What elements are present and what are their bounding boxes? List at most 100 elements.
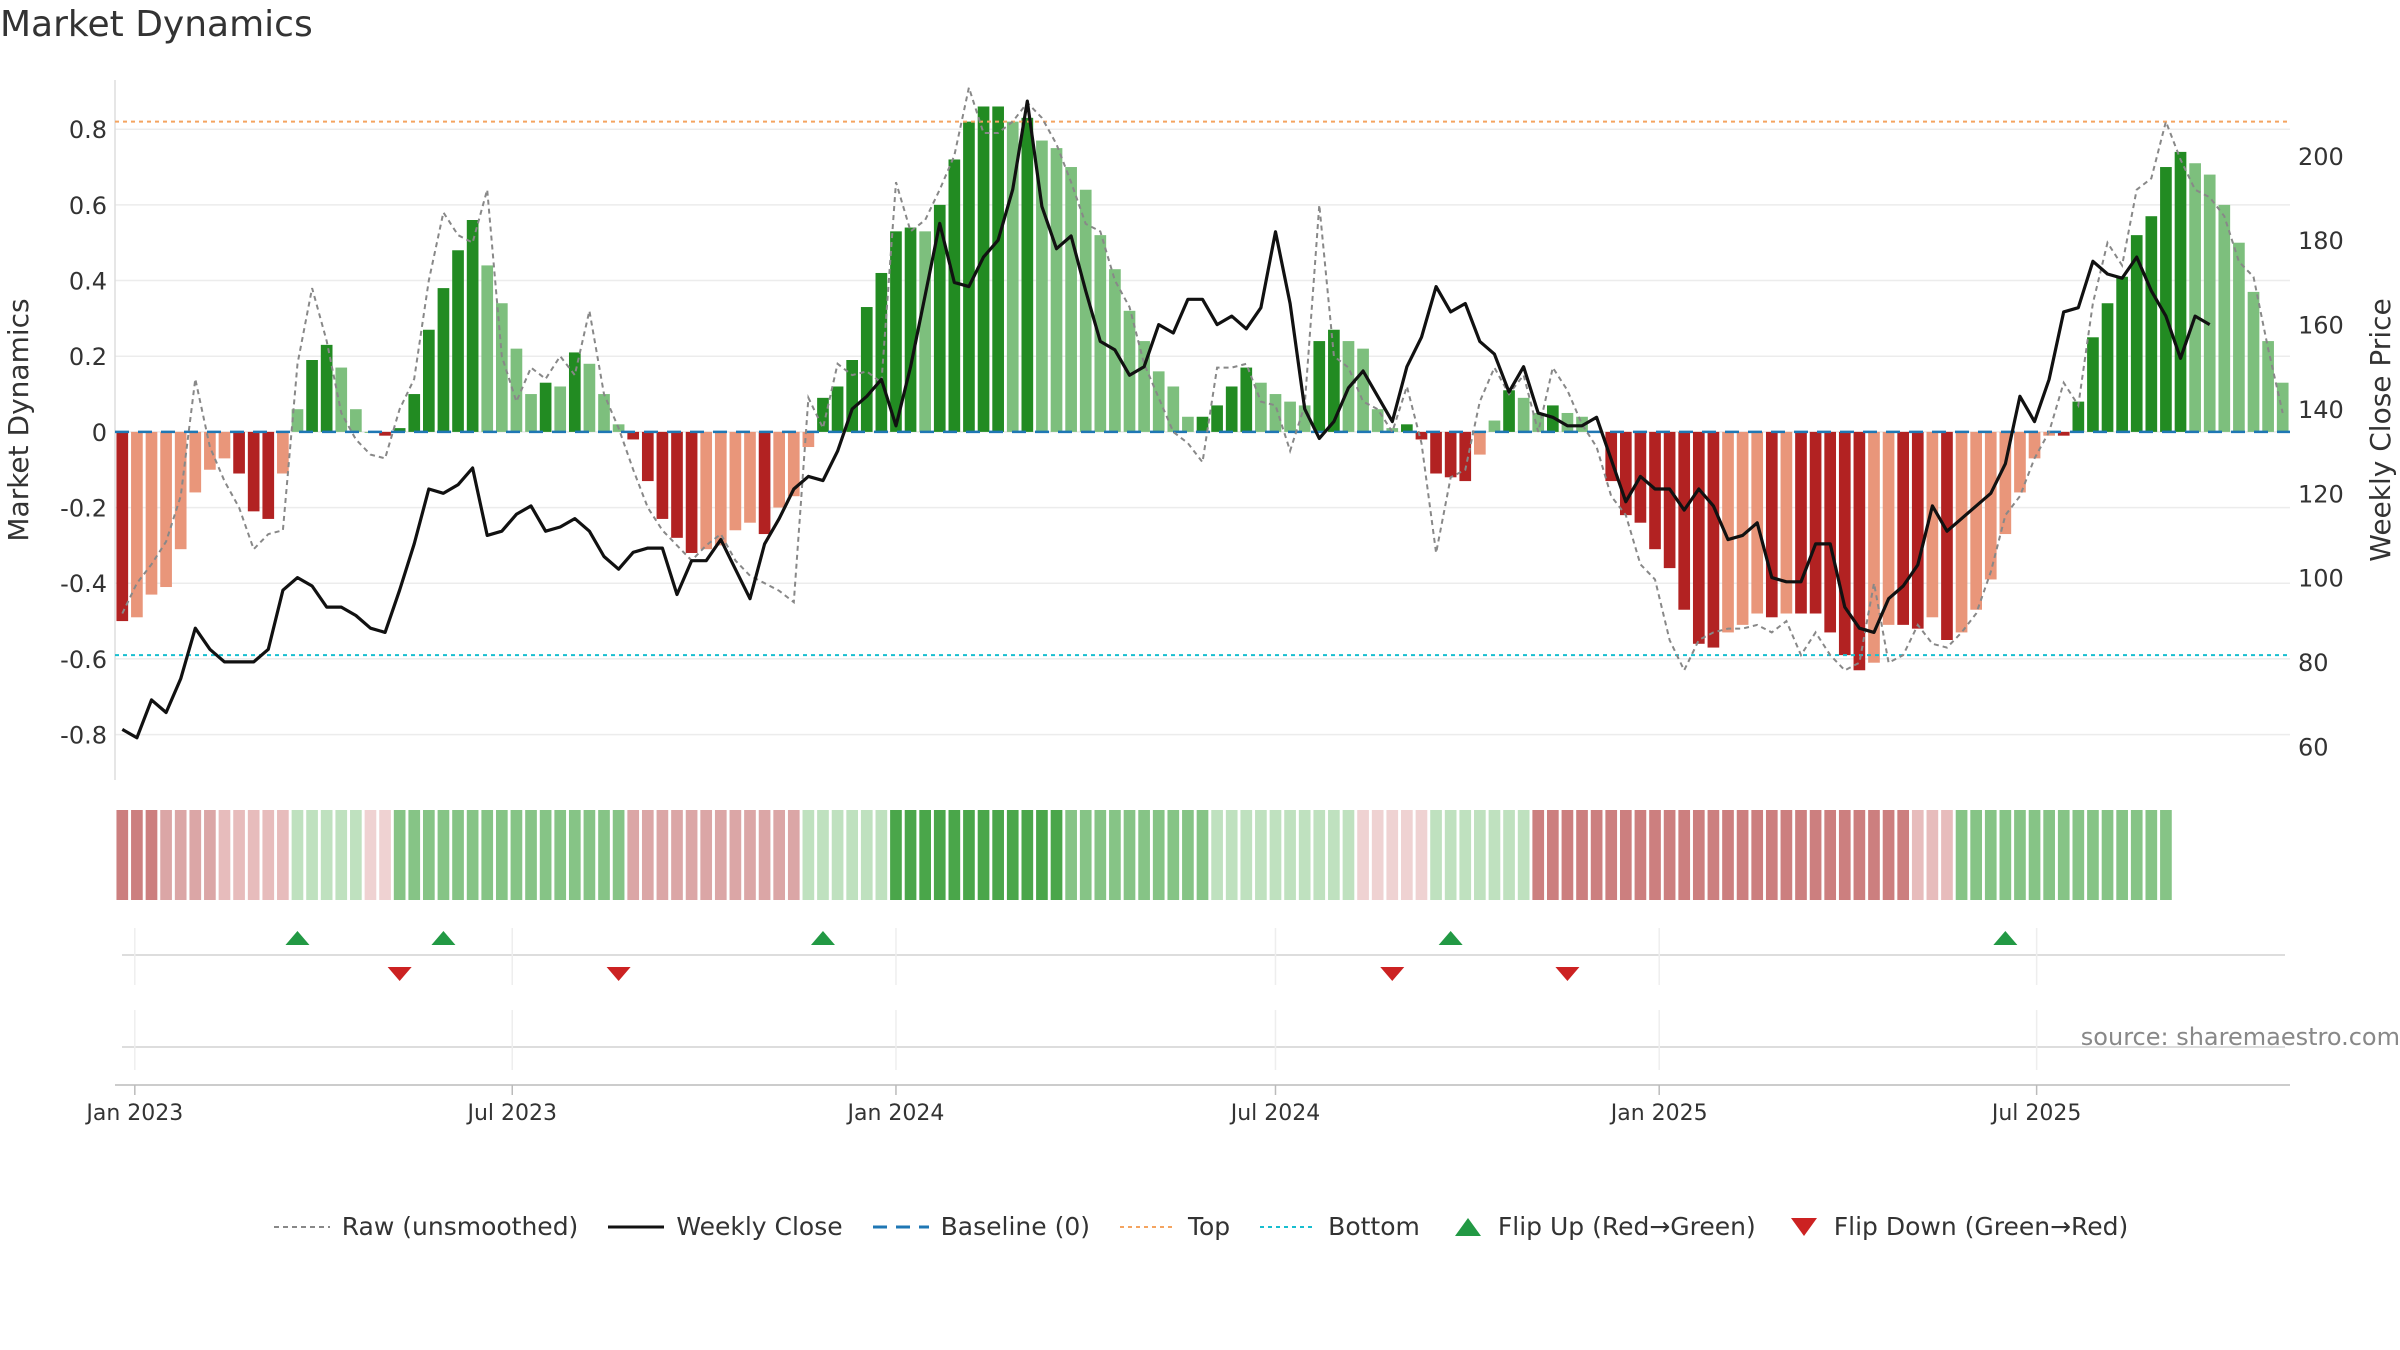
regime-band-cell — [1707, 810, 1720, 900]
regime-band-cell — [875, 810, 888, 900]
dynamics-bar — [1970, 431, 1982, 610]
regime-band-cell — [948, 810, 961, 900]
regime-band-cell — [2028, 810, 2041, 900]
dynamics-bar — [393, 428, 406, 432]
axis-layer: 0.8 0.6 0.4 0.2 0 -0.2 -0.4 -0.6 -0.8 200 180 160 14… — [60, 80, 2344, 780]
regime-band-cell — [2072, 810, 2085, 900]
legend-close-swatch — [608, 1225, 665, 1228]
regime-band-cell — [145, 810, 158, 900]
dynamics-bar — [423, 329, 435, 432]
dynamics-bar — [1941, 431, 1953, 640]
dynamics-bar — [2247, 291, 2260, 432]
regime-band-cell — [1386, 810, 1399, 900]
dynamics-bar — [2262, 341, 2274, 432]
y-left-tick-label: 0.6 — [69, 192, 107, 220]
dynamics-bar — [656, 431, 669, 519]
dynamics-bar — [466, 220, 479, 432]
legend-item-flip-down: Flip Down (Green→Red) — [1784, 1212, 2128, 1241]
regime-band-cell — [1882, 810, 1895, 900]
dynamics-bar — [160, 431, 172, 588]
dynamics-bar — [1430, 431, 1442, 474]
series-lines — [121, 83, 2284, 740]
regime-band-cell — [335, 810, 348, 900]
regime-band-cell — [291, 810, 304, 900]
dynamics-bar — [1707, 431, 1720, 648]
regime-band-cell — [1941, 810, 1953, 900]
regime-band-cell — [1255, 810, 1267, 900]
regime-band-cell — [408, 810, 421, 900]
dynamics-bar — [977, 106, 990, 432]
legend-label: Raw (unsmoothed) — [341, 1212, 579, 1241]
regime-band-cell — [1371, 810, 1384, 900]
regime-band-cell — [1138, 810, 1150, 900]
dynamics-bar — [1503, 390, 1515, 432]
regime-band-cell — [758, 810, 771, 900]
regime-band-cell — [890, 810, 902, 900]
dynamics-bar — [1138, 341, 1150, 432]
dynamics-bar — [2087, 337, 2099, 432]
dynamics-bar — [2218, 204, 2231, 432]
dynamics-bar — [1999, 431, 2012, 535]
regime-band-cell — [1649, 810, 1661, 900]
legend-label: Weekly Close — [676, 1212, 843, 1241]
regime-band-cell — [700, 810, 713, 900]
dynamics-bar — [1036, 140, 1048, 432]
regime-band-cell — [729, 810, 742, 900]
regime-band-cell — [452, 810, 464, 900]
dynamics-bar — [1065, 167, 1077, 432]
dynamics-bar — [1765, 431, 1778, 618]
regime-band-cell — [1328, 810, 1340, 900]
regime-band-cell — [1955, 810, 1968, 900]
dynamics-bar — [1079, 189, 1092, 432]
y-left-tick-label: -0.6 — [60, 646, 107, 674]
dynamics-bar — [963, 121, 975, 432]
regime-band-cell — [277, 810, 289, 900]
dynamics-bar — [1225, 386, 1238, 432]
regime-band-cell — [1094, 810, 1107, 900]
flip-up-marker — [431, 931, 456, 945]
y-axis-right-label: Weekly Close Price — [2364, 298, 2397, 561]
regime-band-cell — [1517, 810, 1530, 900]
y-right-tick-label: 200 — [2298, 143, 2344, 171]
regime-band-cell — [1926, 810, 1939, 900]
dynamics-bar — [437, 288, 450, 432]
dynamics-bar — [1955, 431, 1968, 633]
flip-up-marker — [1438, 931, 1463, 945]
y-right-tick-label: 80 — [2298, 649, 2329, 677]
regime-band-cell — [2145, 810, 2158, 900]
regime-band-cell — [1152, 810, 1165, 900]
regime-band-cell — [2043, 810, 2055, 900]
regime-band-cell — [919, 810, 931, 900]
dynamics-bar — [2189, 163, 2201, 432]
legend-item-raw: Raw (unsmoothed) — [272, 1212, 579, 1241]
regime-band-cell — [714, 810, 727, 900]
dynamics-bar — [1984, 431, 1997, 580]
dynamics-bar — [2233, 242, 2245, 432]
dynamics-bar — [2057, 431, 2070, 436]
dynamics-bar — [1780, 431, 1793, 614]
regime-band-cell — [1546, 810, 1559, 900]
regime-band-cell — [189, 810, 202, 900]
dynamics-bar — [1459, 431, 1472, 482]
regime-band-cell — [656, 810, 669, 900]
y-left-tick-label: -0.4 — [60, 570, 107, 598]
dynamics-bar — [568, 352, 581, 432]
regime-band-cell — [1430, 810, 1442, 900]
regime-band-cell — [1313, 810, 1326, 900]
y-axis-left-label: Market Dynamics — [2, 298, 35, 541]
reference-lines — [115, 120, 2290, 657]
regime-band-cell — [1576, 810, 1588, 900]
dynamics-bar — [131, 431, 143, 618]
dynamics-bar — [1401, 424, 1413, 432]
dynamics-bar — [1678, 431, 1691, 610]
regime-band-cell — [568, 810, 581, 900]
regime-band-cell — [2087, 810, 2099, 900]
y-right-tick-label: 140 — [2298, 396, 2344, 424]
regime-band-cell — [1824, 810, 1837, 900]
flip-up-marker — [285, 931, 310, 945]
regime-band-cell — [1605, 810, 1618, 900]
y-left-tick-label: 0 — [92, 419, 107, 447]
dynamics-bar — [1809, 431, 1822, 614]
dynamics-bar — [2072, 401, 2085, 432]
regime-band-cell — [320, 810, 333, 900]
